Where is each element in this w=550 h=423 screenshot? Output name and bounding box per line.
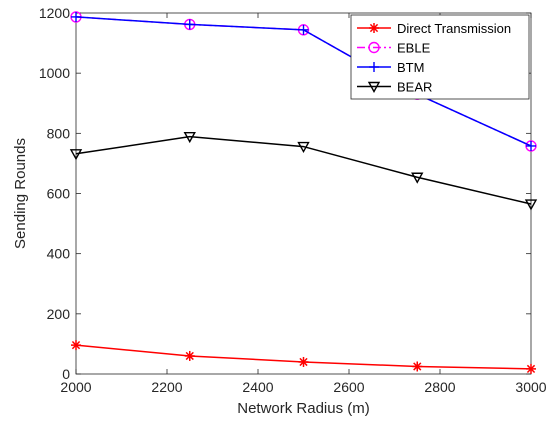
legend-item: EBLE — [357, 41, 431, 56]
legend-marker — [369, 23, 379, 33]
x-tick-label: 2800 — [424, 379, 455, 395]
series-group — [69, 11, 538, 374]
y-tick-label: 800 — [47, 125, 71, 141]
x-tick-label: 3000 — [515, 379, 546, 395]
data-point — [71, 11, 81, 22]
y-tick-label: 600 — [47, 186, 71, 202]
legend-box — [350, 14, 530, 100]
legend-label: BEAR — [397, 80, 432, 95]
legend-marker — [369, 62, 379, 72]
legend-marker — [368, 41, 380, 54]
data-point — [298, 356, 309, 367]
data-point — [297, 141, 310, 154]
x-axis-label: Network Radius (m) — [237, 400, 370, 417]
legend-label: Direct Transmission — [397, 21, 511, 36]
data-point — [526, 363, 536, 374]
y-axis-label: Sending Rounds — [12, 138, 29, 249]
legend-item: BTM — [357, 60, 424, 75]
y-tick-label: 400 — [47, 246, 71, 262]
data-point — [184, 350, 195, 361]
axes: 2000 2200 2400 2600 2800 3000 0 200 400 600 800 100… — [39, 5, 547, 395]
x-tick-label: 2200 — [151, 379, 182, 395]
series-bear — [69, 131, 538, 211]
x-tick-label: 2600 — [333, 379, 364, 395]
y-tick-label: 1200 — [39, 5, 70, 21]
data-point — [183, 131, 196, 144]
legend-item: BEAR — [357, 80, 432, 95]
x-tick-label: 2000 — [60, 379, 91, 395]
data-point — [298, 24, 309, 35]
legend-marker — [367, 81, 381, 93]
y-tick-label: 0 — [62, 366, 70, 382]
data-point — [69, 149, 83, 161]
y-tick-label: 1000 — [39, 65, 70, 81]
data-point — [71, 340, 81, 351]
data-point — [524, 199, 538, 211]
data-point — [184, 19, 195, 30]
x-tick-label: 2400 — [242, 379, 273, 395]
legend-label: BTM — [397, 60, 424, 75]
legend: Direct Transmission EBLE BTM BEAR — [350, 14, 530, 100]
data-point — [412, 361, 423, 372]
series-direct-transmission — [71, 340, 536, 374]
legend-label: EBLE — [397, 41, 431, 56]
y-tick-label: 200 — [47, 306, 71, 322]
legend-item: Direct Transmission — [357, 21, 511, 36]
data-point — [411, 172, 424, 184]
data-point — [526, 140, 536, 151]
series-line — [75, 135, 532, 205]
